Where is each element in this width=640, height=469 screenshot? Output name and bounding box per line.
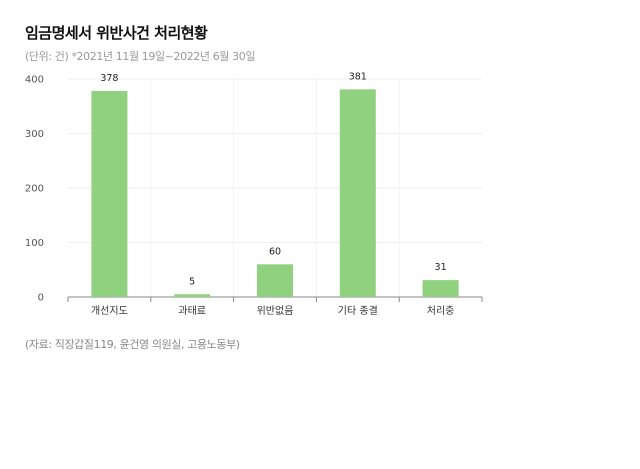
bar-5 bbox=[422, 280, 459, 297]
chart-title: 임금명세서 위반사건 처리현황 bbox=[25, 24, 208, 42]
x-tick-label: 과태료 bbox=[178, 305, 206, 317]
y-tick-label: 0 bbox=[38, 293, 44, 304]
bar-2 bbox=[174, 294, 211, 297]
data-label: 60 bbox=[269, 246, 281, 257]
bar-3 bbox=[257, 264, 293, 297]
bar-1 bbox=[91, 90, 128, 298]
x-tick-label: 기타 종결 bbox=[338, 305, 378, 317]
x-tick-label: 처리중 bbox=[427, 305, 455, 317]
chart-source: (자료: 직장갑질119, 윤건영 의원실, 고용노동부) bbox=[25, 338, 240, 351]
data-label: 378 bbox=[100, 73, 118, 84]
gridlines bbox=[68, 78, 482, 297]
y-axis: 0 100 200 300 400 bbox=[25, 75, 44, 304]
data-label: 381 bbox=[349, 71, 367, 82]
y-tick-label: 100 bbox=[25, 238, 44, 249]
x-axis: 개선지도 과태료 위반없음 기타 종결 처리중 bbox=[67, 296, 483, 317]
bars: 378 5 60 381 31 bbox=[91, 71, 459, 298]
y-tick-label: 300 bbox=[25, 129, 44, 140]
data-label: 5 bbox=[189, 276, 195, 287]
data-label: 31 bbox=[435, 262, 447, 273]
x-tick-label: 위반없음 bbox=[257, 304, 294, 317]
y-tick-label: 400 bbox=[25, 75, 44, 86]
bar-4 bbox=[339, 89, 376, 297]
x-tick-label: 개선지도 bbox=[91, 305, 128, 317]
chart-subtitle: (단위: 건) *2021년 11월 19일~2022년 6월 30일 bbox=[25, 50, 256, 63]
y-tick-label: 200 bbox=[25, 184, 44, 195]
